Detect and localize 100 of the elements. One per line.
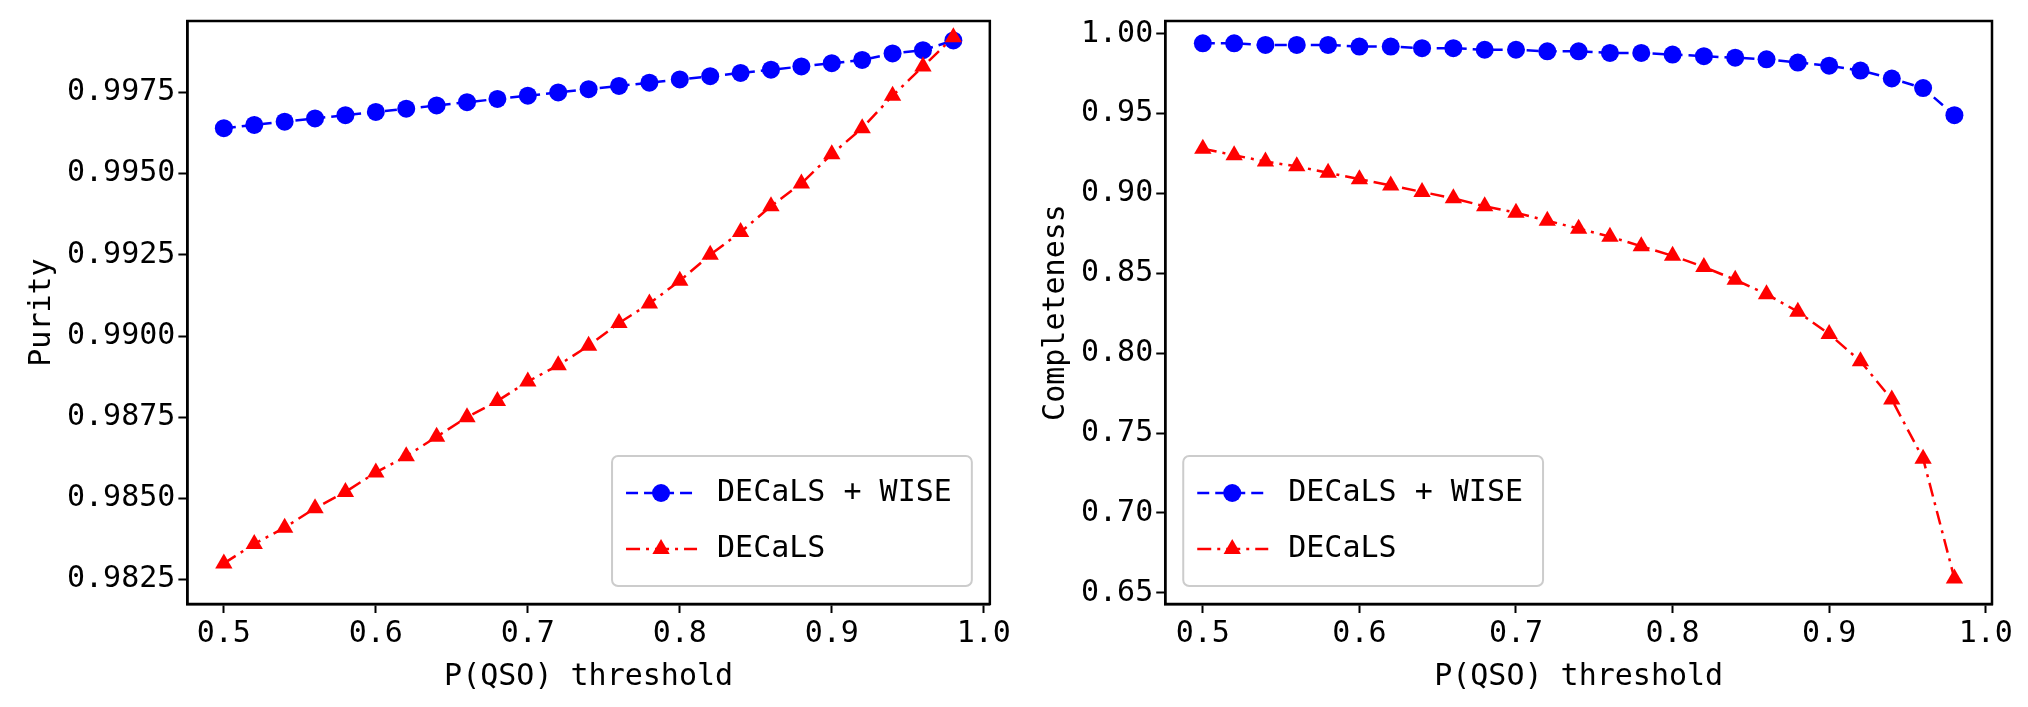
point [823,144,841,160]
point [1600,43,1619,62]
point [1601,226,1619,242]
point [215,553,233,569]
x-axis-title: P(QSO) threshold [1434,656,1724,692]
point [336,481,355,497]
point [1789,301,1807,317]
y-tick-label: 0.95 [1081,93,1154,129]
point [1695,256,1713,272]
point [427,96,446,115]
point [275,112,294,131]
x-tick-label: 0.8 [652,613,707,649]
point [1632,43,1651,62]
point [1444,39,1463,58]
y-tick-label: 0.65 [1081,572,1154,608]
x-axis-title: P(QSO) threshold [444,656,734,692]
point [1350,37,1369,56]
point [1883,389,1901,405]
y-tick-label: 1.00 [1081,13,1154,49]
point [1882,69,1901,88]
point [1413,181,1431,197]
point [1288,156,1306,172]
point [1726,269,1744,285]
y-axis-title: Purity [21,258,57,367]
point [1225,145,1243,161]
point [1507,202,1525,218]
y-tick-label: 0.9825 [66,559,176,595]
x-tick-label: 0.8 [1645,613,1700,649]
point [1319,35,1338,54]
point [519,371,537,387]
point [1193,34,1212,53]
point [883,44,902,63]
point [245,115,264,134]
point [367,462,385,478]
y-tick-label: 0.9900 [66,315,176,351]
point [1632,236,1650,252]
point [1506,40,1525,59]
point [458,407,476,423]
point [427,426,446,442]
legend-label: DECaLS + WISE [1288,472,1524,508]
point [1788,53,1807,72]
y-tick-label: 0.9850 [66,478,176,514]
point [853,118,871,134]
point [1413,39,1432,58]
y-tick-label: 0.75 [1081,412,1154,448]
point [701,67,720,86]
point [1538,42,1557,61]
point [792,57,811,76]
point [214,119,233,138]
y-tick-label: 0.9975 [66,72,176,108]
y-tick-label: 0.9925 [66,234,176,270]
point [1757,50,1776,69]
y-tick-label: 0.9950 [66,153,176,189]
point [1287,35,1306,54]
point [913,41,932,60]
x-tick-label: 0.7 [500,613,555,649]
point [670,70,689,89]
point [610,313,628,329]
point [488,391,507,407]
point [792,173,811,189]
point [671,270,689,286]
point [1475,40,1494,59]
point [1694,47,1713,66]
legend-label: DECaLS [1288,528,1397,564]
y-axis-title: Completeness [1035,204,1071,421]
point [1820,324,1838,340]
point [822,54,841,73]
point [1569,218,1588,234]
point [853,50,872,69]
point [1851,351,1870,367]
y-tick-label: 0.70 [1081,492,1154,528]
point [1663,45,1682,64]
point [275,517,294,533]
legend-label: DECaLS + WISE [717,472,952,508]
x-tick-label: 0.6 [348,613,403,649]
x-tick-label: 0.5 [1175,613,1230,649]
point [1820,56,1839,75]
point [366,102,385,121]
point [1444,188,1463,204]
x-tick-label: 0.7 [1488,613,1544,649]
point [245,533,263,549]
x-tick-label: 0.5 [196,613,251,649]
point [1256,35,1275,54]
point [1382,175,1400,191]
point [1663,245,1682,261]
point [1945,106,1964,125]
point [336,106,355,125]
point [640,73,659,92]
point [549,355,567,371]
point [488,89,507,108]
point [731,63,750,82]
point [1350,169,1369,185]
legend-label: DECaLS [717,528,826,564]
point [579,80,598,99]
point [1476,196,1494,212]
y-tick-label: 0.80 [1081,333,1154,369]
x-tick-label: 0.6 [1332,613,1387,649]
point [762,196,780,212]
x-tick-label: 1.0 [956,613,1011,649]
point [1726,48,1745,67]
